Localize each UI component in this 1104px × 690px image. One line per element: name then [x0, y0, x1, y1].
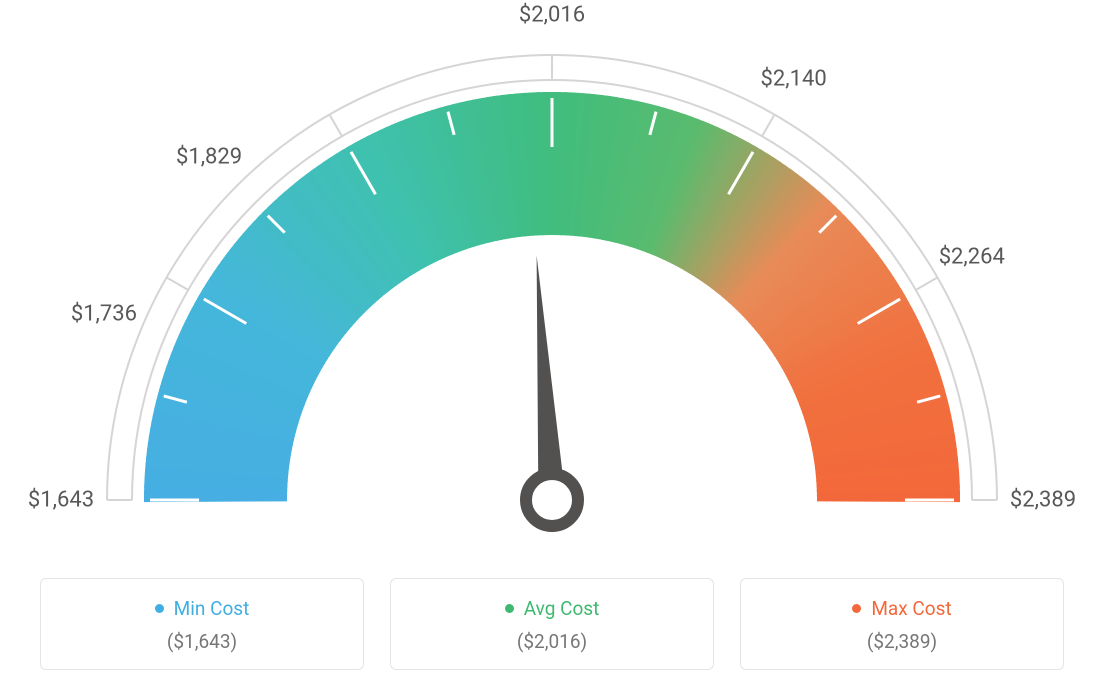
legend-dot-icon: [852, 604, 861, 613]
legend-title: Avg Cost: [505, 597, 600, 620]
gauge-svg: [0, 0, 1104, 560]
legend-title: Max Cost: [852, 597, 951, 620]
gauge-tick-label: $2,140: [761, 67, 827, 92]
legend-value: ($1,643): [61, 630, 343, 653]
legend-title: Min Cost: [155, 597, 250, 620]
legend-dot-icon: [155, 604, 164, 613]
legend-card-max: Max Cost ($2,389): [740, 578, 1064, 670]
gauge-tick-label: $1,643: [28, 488, 94, 513]
gauge-tick-label: $1,736: [71, 302, 137, 327]
legend-dot-icon: [505, 604, 514, 613]
chart-container: $1,643 $1,736 $1,829 $2,016 $2,140 $2,264 $2,3…: [0, 0, 1104, 690]
legend-title-text: Min Cost: [174, 597, 250, 620]
legend-title-text: Max Cost: [871, 597, 951, 620]
gauge: $1,643 $1,736 $1,829 $2,016 $2,140 $2,264 $2,3…: [0, 0, 1104, 560]
legend-row: Min Cost ($1,643) Avg Cost ($2,016) Max …: [0, 578, 1104, 670]
legend-card-min: Min Cost ($1,643): [40, 578, 364, 670]
gauge-tick-label: $2,389: [1010, 488, 1076, 513]
legend-value: ($2,389): [761, 630, 1043, 653]
gauge-tick-label: $2,016: [519, 3, 585, 28]
gauge-tick-label: $1,829: [176, 145, 242, 170]
legend-title-text: Avg Cost: [524, 597, 600, 620]
legend-value: ($2,016): [411, 630, 693, 653]
gauge-tick-label: $2,264: [939, 245, 1005, 270]
legend-card-avg: Avg Cost ($2,016): [390, 578, 714, 670]
